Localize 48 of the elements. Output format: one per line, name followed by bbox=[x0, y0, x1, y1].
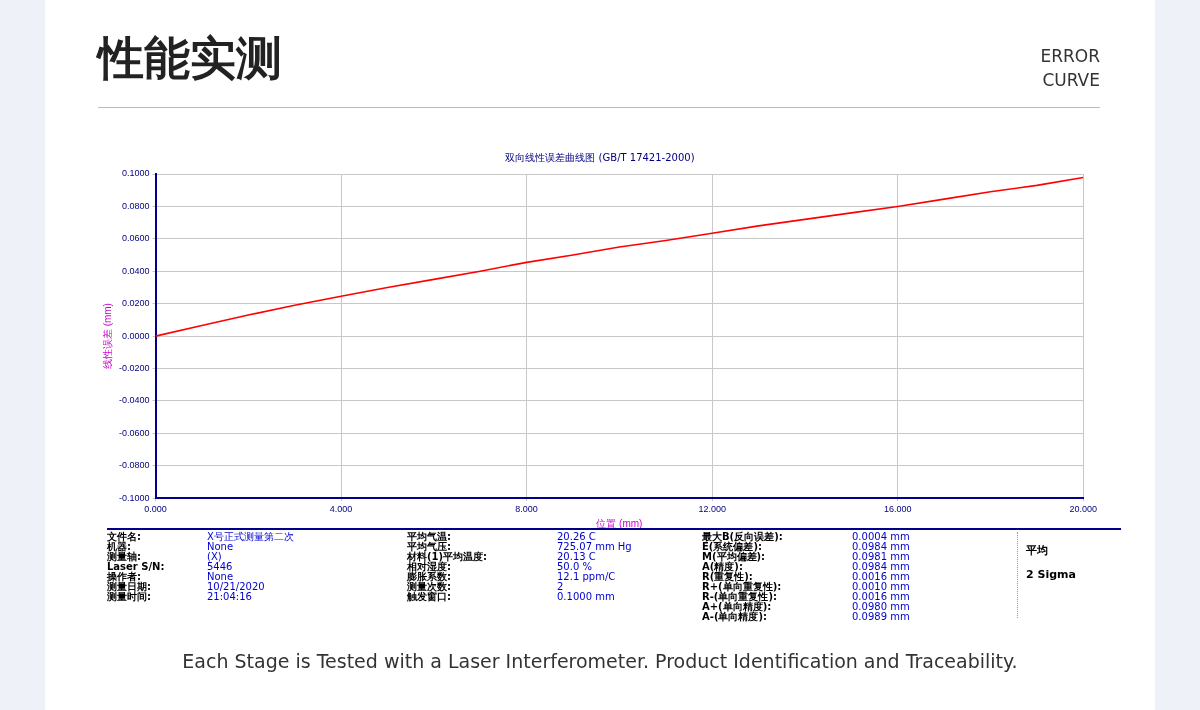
text: 操作者: None bbox=[107, 571, 234, 582]
y-tick-label: -0.0400 bbox=[118, 395, 150, 406]
y-tick-label: -0.0800 bbox=[118, 460, 150, 471]
text: 测量日期: 10/21/2020 bbox=[107, 581, 265, 592]
text: 相对湿度: 50.0 % bbox=[407, 561, 592, 572]
y-tick-label: 0.0000 bbox=[121, 330, 150, 341]
text: 测量时间: 21:04:16 bbox=[107, 591, 252, 602]
y-tick-label: 0.0200 bbox=[121, 298, 150, 309]
text: 膨胀系数: 12.1 ppm/C bbox=[407, 571, 616, 582]
x-tick-label: 4.000 bbox=[329, 504, 353, 515]
text: R-(单向重复性): 0.0016 mm bbox=[702, 591, 910, 602]
text: R(重复性): 0.0016 mm bbox=[702, 571, 910, 582]
text: M(平均偏差): 0.0981 mm bbox=[702, 551, 910, 562]
chart-subtitle: 双向线性误差曲线图 (GB/T 17421-2000) bbox=[504, 151, 696, 165]
text: 测量轴: (X) bbox=[107, 551, 222, 562]
text: Laser S/N: 5446 bbox=[107, 561, 233, 572]
x-tick-label: 16.000 bbox=[883, 504, 912, 515]
text: A(精度): 0.0984 mm bbox=[702, 561, 910, 572]
y-tick-label: 0.0800 bbox=[121, 200, 150, 211]
text: 最大B(反向误差): 0.0004 mm bbox=[702, 531, 910, 542]
y-tick-label: -0.1000 bbox=[118, 492, 150, 503]
text: 平均 bbox=[1026, 544, 1048, 557]
chart-title: 性能实测 bbox=[98, 30, 282, 87]
text: 平均气压: 725.07 mm Hg bbox=[407, 541, 632, 552]
y-tick-label: 0.1000 bbox=[121, 168, 150, 179]
x-tick-label: 20.000 bbox=[1069, 504, 1097, 515]
text: R+(单向重复性): 0.0010 mm bbox=[702, 581, 910, 592]
y-axis-title: 线性误差 (mm) bbox=[101, 303, 113, 370]
text: 测量次数: 2 bbox=[407, 581, 564, 592]
y-tick-label: -0.0200 bbox=[118, 363, 150, 373]
text: 触发窗口: 0.1000 mm bbox=[407, 591, 615, 602]
y-tick-label: -0.0600 bbox=[118, 427, 150, 438]
text: A-(单向精度): 0.0989 mm bbox=[702, 611, 910, 622]
text: ERROR CURVE bbox=[1039, 45, 1100, 92]
y-tick-label: 0.0600 bbox=[121, 233, 150, 244]
x-tick-label: 12.000 bbox=[698, 504, 726, 515]
text: 机器: None bbox=[107, 541, 234, 552]
text: 材料(1)平均温度: 20.13 C bbox=[407, 551, 596, 562]
x-axis-title: 位置 (mm) bbox=[596, 517, 643, 529]
x-tick-label: 0.000 bbox=[144, 504, 167, 515]
x-tick-label: 8.000 bbox=[515, 504, 538, 515]
text: 2 Sigma bbox=[1026, 568, 1076, 581]
text: E(系统偏差): 0.0984 mm bbox=[702, 541, 910, 552]
text: A+(单向精度): 0.0980 mm bbox=[702, 601, 910, 612]
text: 文件名: X号正式测量第二次 bbox=[107, 531, 294, 542]
y-tick-label: 0.0400 bbox=[121, 265, 150, 276]
text: 平均气温: 20.26 C bbox=[407, 531, 596, 542]
text: Each Stage is Tested with a Laser Interferometer. Product Identification and Traceability. bbox=[181, 650, 1019, 672]
